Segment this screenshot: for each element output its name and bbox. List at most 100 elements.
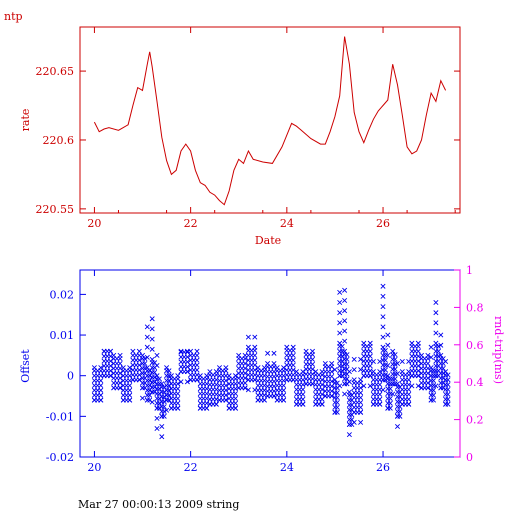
offset-point <box>223 365 229 371</box>
offset-point <box>204 386 210 392</box>
y2-tick-label: 0.2 <box>466 414 484 427</box>
offset-point <box>385 332 391 338</box>
offset-point <box>380 344 386 350</box>
offset-point <box>358 409 364 415</box>
offset-point <box>159 399 165 405</box>
offset-point <box>438 370 444 376</box>
offset-point <box>342 381 348 387</box>
offset-point <box>445 391 451 397</box>
offset-point <box>392 366 398 372</box>
offset-point <box>154 400 160 406</box>
offset-point <box>154 373 160 379</box>
offset-point <box>261 382 267 389</box>
footer-timestamp: Mar 27 00:00:13 2009 string <box>78 498 240 511</box>
offset-point <box>387 395 393 402</box>
y-tick-label: 0.02 <box>50 288 75 301</box>
offset-point <box>346 421 352 428</box>
offset-point <box>194 348 200 354</box>
offset-point <box>161 384 167 390</box>
offset-point <box>281 392 287 398</box>
offset-point <box>159 413 165 419</box>
offset-point <box>390 376 396 382</box>
offset-point <box>443 377 449 383</box>
x-tick-label: 26 <box>376 217 390 230</box>
y-tick-label: 220.65 <box>36 65 75 78</box>
offset-point <box>440 370 446 376</box>
offset-point <box>144 397 150 403</box>
offset-point <box>204 395 210 402</box>
offset-point <box>406 382 412 388</box>
offset-point <box>213 377 219 383</box>
offset-point <box>309 376 316 382</box>
offset-point <box>445 401 451 407</box>
offset-point <box>346 389 352 395</box>
offset-point <box>144 373 150 379</box>
offset-point <box>337 299 343 306</box>
offset-point <box>346 417 352 423</box>
offset-point <box>443 358 449 365</box>
offset-point <box>385 342 391 348</box>
offset-point <box>252 334 258 340</box>
offset-axis-ticks: 20 22 24 26 -0.02 -0.01 0 0.01 0.02 0 0.2 0.4 0.6 0.8… <box>46 264 484 474</box>
offset-point <box>232 395 239 402</box>
offset-point <box>433 330 439 336</box>
offset-point <box>425 385 431 391</box>
offset-point <box>332 367 338 373</box>
offset-point <box>346 412 352 418</box>
offset-point <box>261 397 267 403</box>
rate-chart: ntp 20 22 24 26 220.55 220.6 220.65 Date rate <box>4 10 461 247</box>
offset-point <box>425 365 431 371</box>
offset-point <box>392 356 398 362</box>
offset-point <box>127 387 133 393</box>
x-tick-label: 24 <box>280 461 294 474</box>
offset-point <box>406 377 412 383</box>
offset-point <box>428 373 434 379</box>
offset-point <box>443 396 449 402</box>
offset-point <box>438 352 444 358</box>
offset-point <box>415 340 421 346</box>
offset-point <box>367 373 373 379</box>
offset-point <box>428 387 434 393</box>
offset-point <box>346 379 352 385</box>
offset-point <box>127 378 133 384</box>
offset-point <box>204 391 210 397</box>
offset-point <box>300 391 306 397</box>
offset-point <box>164 378 170 384</box>
offset-point <box>390 371 396 377</box>
offset-point <box>380 304 386 310</box>
offset-point <box>149 365 155 371</box>
offset-point <box>367 368 373 374</box>
offset-point <box>428 354 434 360</box>
offset-point <box>415 348 421 354</box>
offset-point <box>337 320 343 326</box>
offset-point <box>152 389 158 395</box>
x-tick-label: 26 <box>376 461 390 474</box>
offset-point <box>156 391 162 397</box>
offset-point <box>159 394 165 400</box>
offset-point <box>161 394 167 400</box>
rate-plot-frame <box>79 26 461 214</box>
offset-point <box>242 385 248 391</box>
offset-point <box>252 357 258 363</box>
offset-point <box>346 407 352 413</box>
offset-point <box>194 377 200 383</box>
offset-point <box>380 324 386 330</box>
offset-point <box>387 381 393 387</box>
offset-point <box>147 378 153 384</box>
offset-point <box>154 381 160 387</box>
offset-point <box>154 425 160 432</box>
offset-point <box>309 361 316 367</box>
offset-point <box>152 369 158 375</box>
offset-point <box>380 372 386 378</box>
offset-point <box>175 381 181 387</box>
offset-axis-label: Offset <box>19 349 32 383</box>
offset-point <box>438 375 444 381</box>
offset-point <box>144 378 150 384</box>
offset-point <box>392 352 398 358</box>
offset-point <box>397 408 403 415</box>
offset-point <box>445 386 451 393</box>
offset-point <box>194 362 200 368</box>
offset-point <box>175 405 181 411</box>
offset-point <box>130 348 136 354</box>
